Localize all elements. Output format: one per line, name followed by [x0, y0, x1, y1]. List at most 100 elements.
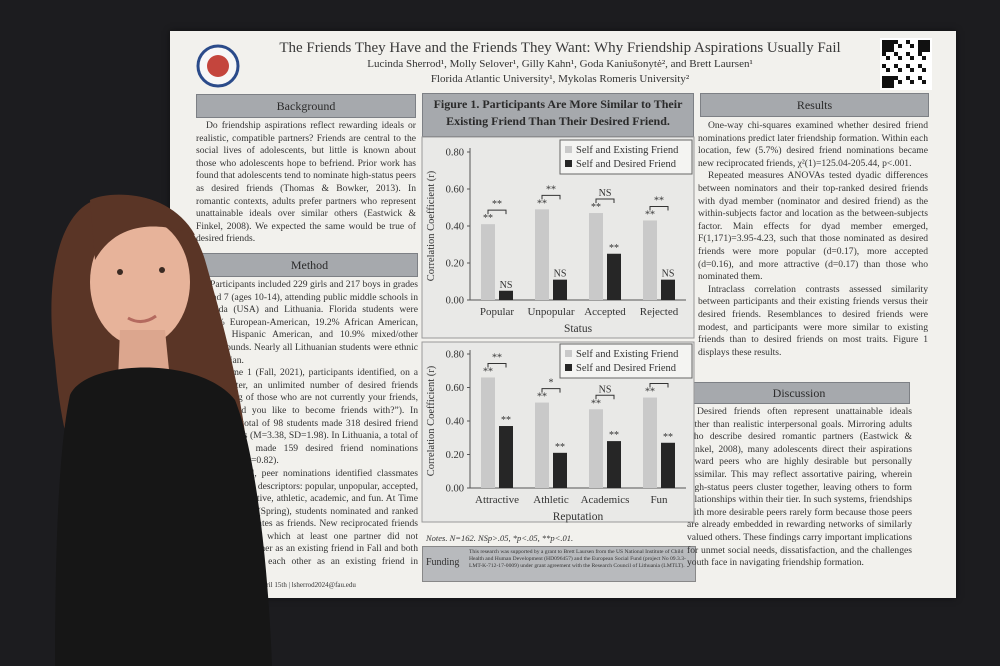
- qr-cell: [922, 44, 926, 48]
- qr-cell: [886, 44, 890, 48]
- qr-cell: [882, 76, 886, 80]
- qr-cell: [886, 40, 890, 44]
- comparison-marker: **: [654, 195, 664, 206]
- y-tick-label: 0.80: [446, 350, 464, 361]
- y-tick-label: 0.00: [446, 484, 464, 495]
- significance-marker: **: [591, 202, 601, 213]
- bar: [589, 409, 603, 488]
- smile: [127, 314, 157, 323]
- bar: [553, 279, 567, 300]
- y-axis-label: Correlation Coefficient (r): [426, 365, 437, 476]
- x-tick-label: Fun: [650, 494, 668, 506]
- qr-cell: [910, 56, 914, 60]
- qr-cell: [926, 48, 930, 52]
- qr-cell: [922, 56, 926, 60]
- eye: [159, 267, 165, 273]
- qr-cell: [910, 80, 914, 84]
- legend-label: Self and Existing Friend: [576, 145, 679, 156]
- qr-cell: [918, 48, 922, 52]
- legend-box: [559, 139, 693, 175]
- qr-cell: [894, 40, 898, 44]
- discussion-text: Desired friends often represent unattain…: [687, 406, 912, 570]
- x-tick-label: Academics: [581, 494, 630, 506]
- method-text: Participants included 229 girls and 217 …: [200, 279, 418, 581]
- face: [90, 218, 190, 346]
- bar: [499, 426, 513, 488]
- qr-cell: [918, 76, 922, 80]
- comparison-bracket: [595, 198, 615, 204]
- y-tick-label: 0.60: [446, 185, 464, 196]
- qr-pattern: [882, 40, 930, 88]
- neck: [118, 330, 170, 380]
- comparison-bracket: [541, 388, 561, 393]
- x-tick-label: Attractive: [475, 494, 519, 506]
- qr-cell: [882, 84, 886, 88]
- qr-cell: [910, 44, 914, 48]
- comparison-marker: **: [492, 352, 502, 363]
- funding-box: Funding This research was supported by a…: [422, 546, 696, 582]
- qr-cell: [918, 64, 922, 68]
- y-tick-label: 0.20: [446, 259, 464, 270]
- significance-marker: NS: [554, 269, 567, 280]
- qr-cell: [890, 84, 894, 88]
- y-tick-label: 0.40: [446, 417, 464, 428]
- legend-box: [559, 343, 693, 379]
- paragraph: Do friendship aspirations reflect reward…: [196, 120, 416, 245]
- significance-marker: NS: [500, 280, 513, 291]
- bar: [535, 402, 549, 488]
- logo-center: [207, 55, 229, 77]
- bar: [499, 290, 513, 300]
- section-heading: Results: [700, 93, 929, 117]
- qr-cell: [918, 44, 922, 48]
- hair-top: [90, 194, 195, 260]
- x-tick-label: Rejected: [640, 306, 679, 318]
- x-tick-label: Accepted: [584, 306, 626, 318]
- qr-cell: [882, 48, 886, 52]
- legend-label: Self and Desired Friend: [576, 159, 677, 170]
- comparison-marker: NS: [599, 384, 612, 395]
- qr-cell: [910, 68, 914, 72]
- qr-cell: [886, 68, 890, 72]
- poster-title: The Friends They Have and the Friends Th…: [279, 40, 841, 56]
- qr-cell: [898, 44, 902, 48]
- background-text: Do friendship aspirations reflect reward…: [196, 120, 416, 246]
- significance-marker: **: [645, 209, 655, 220]
- significance-marker: **: [663, 432, 673, 443]
- section-heading: Discussion: [688, 382, 910, 404]
- x-axis-label: Reputation: [553, 511, 604, 523]
- qr-cell: [886, 76, 890, 80]
- qr-cell: [882, 44, 886, 48]
- significance-marker: **: [501, 415, 511, 426]
- comparison-bracket: [487, 209, 507, 215]
- qr-cell: [890, 44, 894, 48]
- significance-marker: **: [483, 366, 493, 377]
- qr-cell: [886, 84, 890, 88]
- legend-swatch: [565, 146, 572, 153]
- bar: [607, 253, 621, 300]
- qr-cell: [918, 40, 922, 44]
- legend-swatch: [565, 350, 572, 357]
- legend-swatch: [565, 160, 572, 167]
- qr-cell: [898, 68, 902, 72]
- comparison-marker: **: [492, 199, 502, 210]
- comparison-bracket: [541, 194, 561, 200]
- y-tick-label: 0.60: [446, 383, 464, 394]
- y-tick-label: 0.00: [446, 296, 464, 307]
- bar: [661, 442, 675, 488]
- comparison-marker: NS: [599, 188, 612, 199]
- qr-cell: [922, 40, 926, 44]
- qr-cell: [886, 80, 890, 84]
- figure-notes: Notes. N=162. NSp>.05, *p<.05, **p<.01.: [426, 533, 574, 543]
- significance-marker: **: [483, 213, 493, 224]
- y-tick-label: 0.40: [446, 222, 464, 233]
- qr-cell: [882, 40, 886, 44]
- qr-cell: [898, 56, 902, 60]
- comparison-bracket: [595, 394, 615, 400]
- qr-cell: [882, 52, 886, 56]
- qr-cell: [906, 52, 910, 56]
- qr-cell: [894, 76, 898, 80]
- legend-swatch: [565, 364, 572, 371]
- significance-marker: **: [537, 198, 547, 209]
- results-text: One-way chi-squares examined whether des…: [698, 120, 928, 359]
- bar: [607, 441, 621, 488]
